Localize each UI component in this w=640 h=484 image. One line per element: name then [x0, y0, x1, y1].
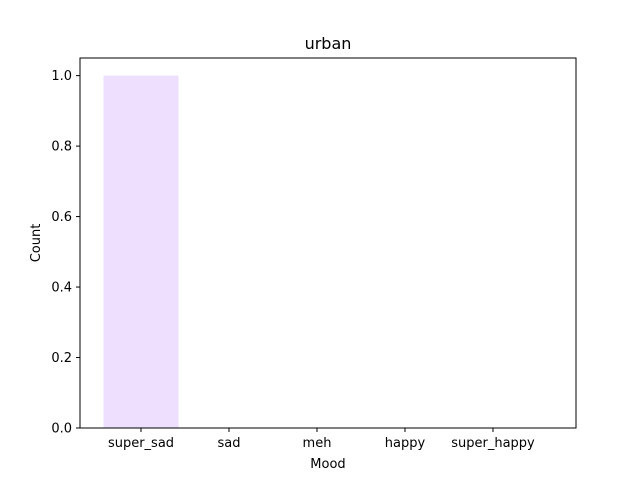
plot-frame [79, 57, 577, 429]
x-tick-label: happy [385, 436, 426, 451]
x-tick-label: super_happy [451, 436, 535, 451]
bar-super_sad [103, 75, 179, 428]
y-axis-title: Count [29, 224, 44, 263]
x-tick-label: super_sad [108, 436, 174, 451]
y-tick-label: 0.6 [51, 210, 72, 225]
y-axis-ticks: 0.0 0.2 0.4 0.6 0.8 1.0 [51, 69, 80, 437]
bars-layer [103, 75, 179, 428]
y-tick-label: 0.4 [51, 281, 72, 296]
x-axis-ticks: super_sad sad meh happy super_happy [108, 428, 535, 451]
y-tick-label: 0.0 [51, 422, 72, 437]
y-tick-label: 0.2 [51, 351, 72, 366]
y-tick-label: 1.0 [51, 69, 72, 84]
x-axis-title: Mood [310, 457, 345, 472]
x-tick-label: meh [303, 436, 332, 451]
x-tick-label: sad [218, 436, 241, 451]
chart-title: urban [305, 34, 352, 53]
y-tick-label: 0.8 [51, 140, 72, 155]
